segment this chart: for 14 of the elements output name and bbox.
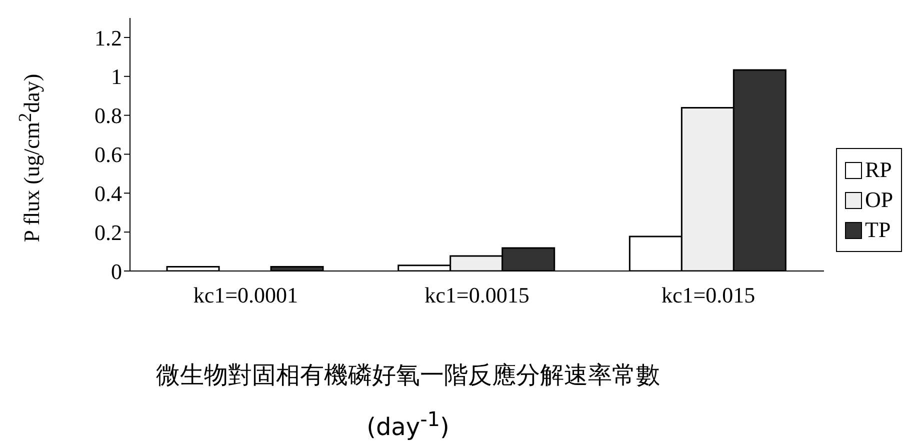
legend-label: OP xyxy=(865,186,894,214)
x-tick-label: kc1=0.0001 xyxy=(193,282,298,308)
x-axis-title: 微生物對固相有機磷好氧一階反應分解速率常數(day$^{-1}$) xyxy=(155,360,661,443)
x-tick-label: kc1=0.0015 xyxy=(424,282,530,308)
y-tick-label: 1.2 xyxy=(94,25,122,50)
x-tick-label: kc1=0.015 xyxy=(661,282,756,308)
y-tick-label: 0 xyxy=(111,258,122,284)
y-tick-label: 1 xyxy=(111,64,122,90)
legend-label: RP xyxy=(865,156,892,184)
y-tick-label: 0.8 xyxy=(94,103,122,128)
y-tick-label: 0.4 xyxy=(94,180,122,206)
y-tick-label: 0.6 xyxy=(94,142,122,168)
legend-label: TP xyxy=(865,216,891,244)
y-tick-label: 0.2 xyxy=(94,220,122,245)
